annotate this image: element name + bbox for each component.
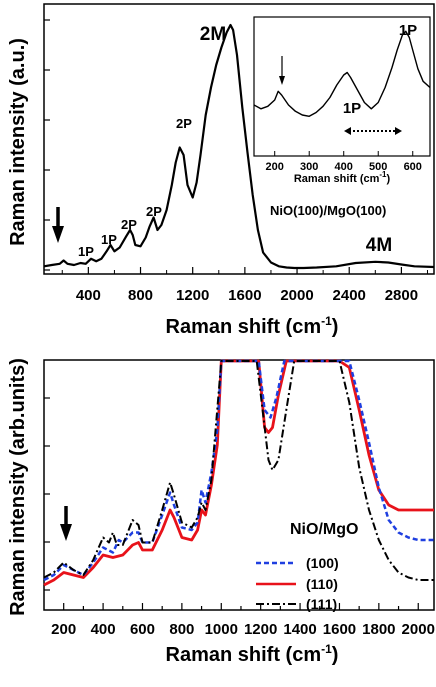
legend: NiO/MgO (100) (110) (111) — [256, 521, 358, 612]
bottom-x-tick-label: 1400 — [283, 621, 316, 638]
bottom-x-tick-label: 1800 — [362, 621, 395, 638]
top-annotation-1p-a: 1P — [78, 244, 94, 259]
bottom-x-axis-label: Raman shift (cm-1) — [166, 642, 339, 666]
inset-x-tick-label: 200 — [266, 161, 284, 173]
inset-x-tick-label: 400 — [335, 161, 353, 173]
bottom-series-group — [43, 359, 434, 587]
bottom-series-111-line — [43, 360, 434, 581]
inset-chart: 200 300 400 500 600 Raman shift (cm-1) 1P 1P — [253, 16, 431, 185]
top-series-group — [43, 23, 435, 270]
top-series-line — [43, 23, 435, 270]
inset-arrow-marker — [279, 56, 285, 85]
inset-series-line — [253, 30, 431, 118]
bottom-arrow-marker — [60, 506, 72, 541]
bottom-x-tick-label: 1200 — [244, 621, 277, 638]
top-x-tick-label: 800 — [128, 287, 153, 304]
bottom-plot-frame — [43, 359, 435, 611]
top-x-tick-label: 400 — [76, 287, 101, 304]
legend-label-110: (110) — [306, 576, 338, 592]
top-arrow-marker — [52, 207, 64, 243]
bottom-x-tick-label: 800 — [169, 621, 194, 638]
bottom-x-tick-label: 1000 — [205, 621, 238, 638]
legend-title: NiO/MgO — [290, 521, 358, 538]
bottom-x-tick-label: 200 — [51, 621, 76, 638]
inset-x-tick-label: 600 — [404, 161, 422, 173]
bottom-panel: 200 400 600 800 1000 1200 1400 1600 1800 2000 Ram… — [7, 358, 435, 666]
top-sample-label: NiO(100)/MgO(100) — [270, 203, 386, 218]
legend-label-111: (111) — [306, 596, 337, 612]
top-annotation-1p-b: 1P — [101, 232, 117, 247]
bottom-x-tick-label: 600 — [130, 621, 155, 638]
top-x-tick-label: 2000 — [280, 287, 313, 304]
top-x-ticks: 400 800 1200 1600 2000 2400 2800 — [61, 267, 428, 304]
bottom-y-ticks — [44, 397, 50, 591]
top-y-ticks — [44, 19, 50, 271]
top-annotation-4m: 4M — [366, 235, 392, 256]
top-x-axis-label: Raman shift (cm-1) — [166, 314, 339, 338]
top-x-tick-label: 1200 — [176, 287, 209, 304]
bottom-x-ticks: 200 400 600 800 1000 1200 1400 1600 1800 2000 — [51, 603, 435, 638]
top-annotation-2p-c: 2P — [176, 116, 192, 131]
bottom-x-tick-label: 400 — [91, 621, 116, 638]
legend-item-110: (110) — [256, 576, 338, 592]
bottom-series-100-line — [43, 359, 434, 582]
legend-item-111: (111) — [256, 596, 337, 612]
bottom-y-axis-label: Raman intensity (arb.units) — [7, 358, 29, 616]
top-y-axis-label: Raman intensity (a.u.) — [7, 38, 29, 246]
inset-annotation-1p-b: 1P — [399, 22, 417, 39]
top-annotation-2p-b: 2P — [146, 204, 162, 219]
inset-dotted-range-arrow — [344, 127, 402, 135]
bottom-series-110-line — [43, 359, 434, 587]
top-x-tick-label: 1600 — [228, 287, 261, 304]
top-annotation-2m: 2M — [200, 24, 226, 45]
top-annotation-2p-a: 2P — [121, 217, 137, 232]
bottom-x-tick-label: 1600 — [323, 621, 356, 638]
top-plot-frame — [43, 3, 435, 275]
legend-item-100: (100) — [256, 555, 339, 571]
top-x-tick-label: 2400 — [333, 287, 366, 304]
inset-x-ticks: 200 300 400 500 600 — [266, 151, 422, 173]
inset-x-tick-label: 300 — [300, 161, 318, 173]
legend-label-100: (100) — [306, 555, 339, 571]
top-x-tick-label: 2800 — [385, 287, 418, 304]
bottom-x-tick-label: 2000 — [402, 621, 435, 638]
inset-series-group — [253, 30, 431, 118]
inset-x-tick-label: 500 — [369, 161, 387, 173]
inset-x-axis-label: Raman shift (cm-1) — [294, 170, 391, 185]
top-panel: 400 800 1200 1600 2000 2400 2800 Raman shift (… — [7, 3, 435, 338]
inset-annotation-1p-a: 1P — [343, 100, 361, 117]
